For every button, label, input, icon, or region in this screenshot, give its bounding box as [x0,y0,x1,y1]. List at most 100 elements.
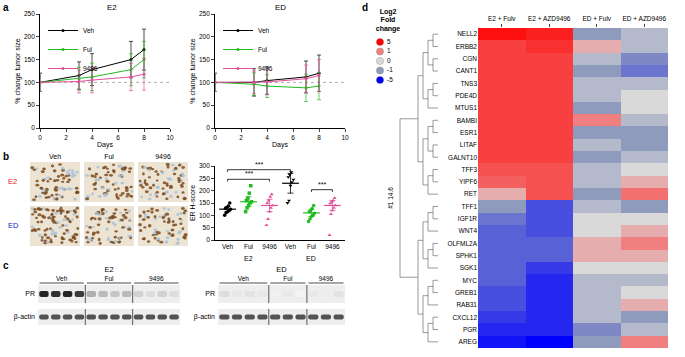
svg-text:Ful: Ful [307,243,317,250]
svg-text:Ful: Ful [83,46,93,53]
svg-text:0: 0 [31,124,35,131]
svg-text:PR: PR [205,290,215,297]
svg-text:E2: E2 [8,177,17,186]
svg-text:ED + AZD9496: ED + AZD9496 [622,15,666,22]
svg-text:50: 50 [203,101,211,108]
svg-text:100: 100 [199,212,210,219]
svg-text:300: 300 [199,162,210,169]
svg-text:***: *** [245,170,253,177]
svg-text:E2: E2 [107,3,117,12]
svg-text:CANT1: CANT1 [456,67,478,74]
svg-text:OLFML2A: OLFML2A [447,240,477,247]
svg-text:50: 50 [203,224,211,231]
svg-text:***: *** [318,181,326,188]
svg-text:PDE4D: PDE4D [455,92,477,99]
svg-text:CGN: CGN [463,55,478,62]
svg-text:% change tumor size: % change tumor size [14,38,22,103]
svg-text:c: c [3,260,9,271]
svg-text:250: 250 [199,10,210,17]
svg-text:Veh: Veh [258,27,270,34]
svg-text:50: 50 [28,101,36,108]
svg-text:TNS3: TNS3 [460,80,477,87]
svg-text:IGF1R: IGF1R [458,215,477,222]
svg-text:1: 1 [387,47,391,54]
svg-text:SPHK1: SPHK1 [456,252,478,259]
svg-text:200: 200 [199,187,210,194]
svg-text:5: 5 [387,38,391,45]
svg-text:RET: RET [464,190,477,197]
svg-text:% change tumor size: % change tumor size [189,38,197,103]
svg-text:0: 0 [206,124,210,131]
svg-text:b: b [3,151,9,162]
svg-text:Log2: Log2 [380,8,397,16]
svg-text:CXCL12: CXCL12 [452,314,477,321]
svg-text:9496: 9496 [258,65,273,72]
svg-text:2: 2 [239,134,243,141]
svg-text:WNT4: WNT4 [459,227,478,234]
svg-text:8: 8 [142,134,146,141]
svg-text:100: 100 [199,79,210,86]
svg-text:a: a [3,2,9,13]
svg-text:change: change [376,25,401,33]
svg-text:ED: ED [276,265,287,274]
svg-text:150: 150 [24,56,35,63]
svg-text:YIPF6: YIPF6 [459,178,477,185]
svg-text:150: 150 [199,199,210,206]
svg-text:9496: 9496 [325,243,340,250]
svg-text:Days: Days [97,141,113,149]
svg-text:d: d [362,2,368,13]
svg-text:Days: Days [272,141,288,149]
svg-text:PR: PR [25,290,35,297]
svg-text:***: *** [255,161,263,168]
svg-text:E2 + Fulv: E2 + Fulv [488,15,516,22]
svg-text:ED: ED [306,255,316,262]
svg-text:E2: E2 [244,255,253,262]
svg-text:NELL2: NELL2 [457,30,477,37]
svg-text:Ful: Ful [104,275,114,282]
svg-text:Veh: Veh [285,243,297,250]
svg-text:4: 4 [90,134,94,141]
svg-text:GALNT10: GALNT10 [448,154,477,161]
svg-text:TFF3: TFF3 [461,166,477,173]
svg-text:Fold: Fold [381,16,396,23]
svg-text:β-actin: β-actin [14,313,35,321]
svg-text:ER H-score: ER H-score [189,185,196,221]
svg-text:0: 0 [38,134,42,141]
svg-text:Ful: Ful [104,153,114,160]
svg-text:-1: -1 [387,66,393,73]
svg-text:200: 200 [199,33,210,40]
svg-text:E2: E2 [104,265,113,274]
svg-text:β-actin: β-actin [194,313,215,321]
svg-text:Ful: Ful [244,243,254,250]
svg-text:100: 100 [24,79,35,86]
svg-text:LITAF: LITAF [460,141,477,148]
svg-text:Veh: Veh [238,275,250,282]
svg-text:9496: 9496 [149,275,164,282]
svg-text:AREG: AREG [459,338,477,345]
svg-text:Veh: Veh [222,243,234,250]
svg-text:250: 250 [199,175,210,182]
svg-text:ED + Fulv: ED + Fulv [582,15,611,22]
svg-text:ED: ED [8,221,19,230]
svg-text:10: 10 [341,134,349,141]
svg-text:ERBB2: ERBB2 [456,43,478,50]
svg-text:0: 0 [387,57,391,64]
svg-text:250: 250 [24,10,35,17]
svg-text:BAMBI: BAMBI [457,117,477,124]
svg-text:PGR: PGR [463,326,477,333]
svg-text:MYC: MYC [463,277,478,284]
svg-text:TFF1: TFF1 [461,203,477,210]
svg-text:6: 6 [116,134,120,141]
svg-text:MTUS1: MTUS1 [455,104,477,111]
svg-text:9496: 9496 [262,243,277,250]
svg-text:9496: 9496 [319,275,334,282]
svg-text:#1 14.6: #1 14.6 [387,187,394,209]
svg-text:10: 10 [166,134,174,141]
svg-text:4: 4 [265,134,269,141]
svg-text:Veh: Veh [49,153,61,160]
svg-text:-5: -5 [387,76,393,83]
svg-text:9496: 9496 [83,65,98,72]
svg-text:Ful: Ful [258,46,268,53]
svg-text:Veh: Veh [83,27,95,34]
svg-text:E2 + AZD9496: E2 + AZD9496 [528,15,571,22]
